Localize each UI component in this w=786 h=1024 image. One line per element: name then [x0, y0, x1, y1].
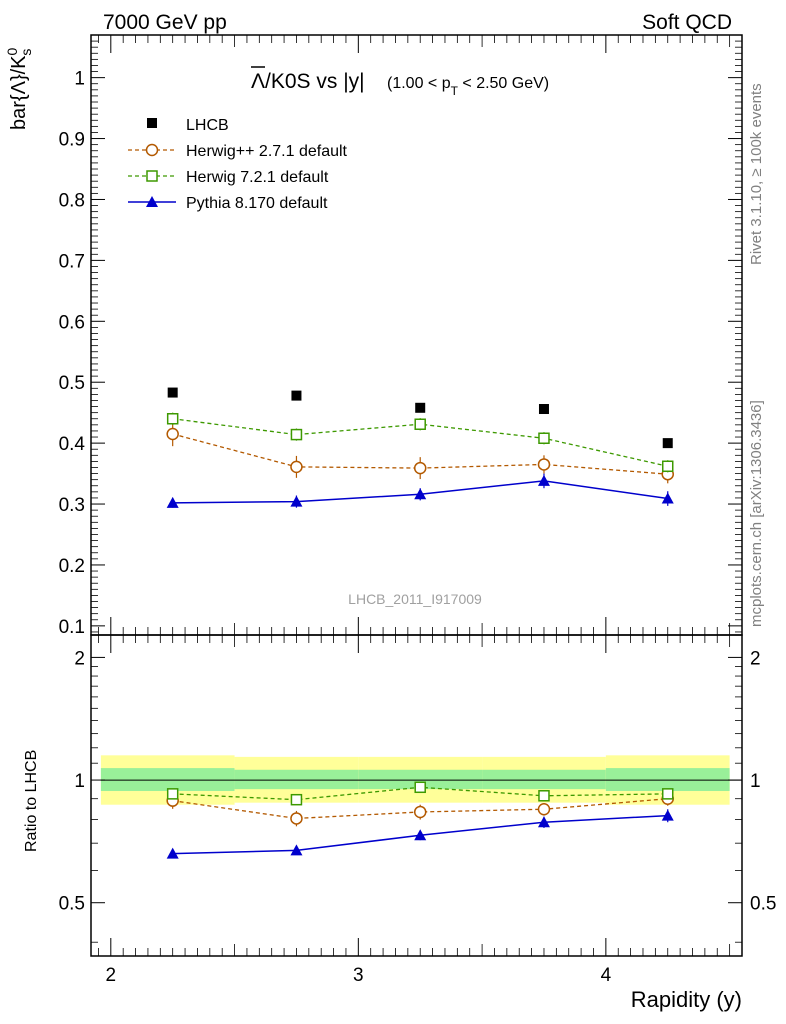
ratio-y-tick-label-right: 0.5: [750, 894, 776, 915]
data-point: [166, 496, 179, 508]
legend-entry-lhcb: LHCB: [147, 117, 229, 134]
legend-marker-herwig7: [146, 170, 158, 182]
y-tick-label: 0.9: [59, 130, 85, 151]
main-plot-title: Λ/K0S vs |y| (1.00 < pT < 2.50 GeV): [251, 66, 549, 98]
data-point: [661, 460, 674, 473]
source-label: mcplots.cern.ch [arXiv:1306.3436]: [748, 400, 765, 627]
data-point: [414, 488, 427, 500]
x-tick-label: 4: [601, 965, 612, 986]
main-plot-subtitle: (1.00 < pT < 2.50 GeV): [387, 75, 549, 98]
data-point: [538, 432, 550, 444]
data-point: [413, 805, 427, 819]
data-point: [662, 438, 673, 449]
x-tick-label: 3: [353, 965, 364, 986]
rivet-label: Rivet 3.1.10, ≥ 100k events: [748, 83, 765, 265]
y-tick-label: 0.2: [59, 556, 85, 577]
analysis-watermark: LHCB_2011_I917009: [348, 591, 482, 607]
legend-entry-herwig7: Herwig 7.2.1 default: [128, 169, 329, 186]
data-point: [166, 847, 179, 859]
legend-label-herwig7: Herwig 7.2.1 default: [186, 169, 329, 186]
x-axis-label: Rapidity (y): [631, 987, 742, 1012]
data-point: [537, 802, 551, 816]
ratio-band-green: [100, 768, 235, 792]
data-point: [538, 790, 550, 802]
data-point: [290, 812, 303, 825]
ratio-y-tick-label: 0.5: [59, 894, 85, 915]
data-point: [167, 387, 178, 398]
main-series-pythia-8-170-default: [166, 473, 674, 508]
svg-text:Λ/K0S vs |y|: Λ/K0S vs |y|: [251, 70, 365, 93]
x-tick-label: 2: [106, 965, 117, 986]
y-tick-label: 1: [74, 69, 85, 90]
ratio-band-green: [605, 768, 730, 792]
legend-marker-herwigpp: [145, 143, 159, 157]
data-point: [661, 788, 674, 800]
ratio-series: [166, 781, 674, 859]
data-point: [414, 781, 426, 794]
data-point: [413, 461, 427, 475]
y-tick-label: 0.4: [59, 434, 86, 455]
y-tick-label: 0.8: [59, 190, 85, 211]
main-y-axis-label: bar{Λ}/K0s: [4, 47, 34, 130]
legend-entry-herwigpp: Herwig++ 2.7.1 default: [128, 143, 348, 160]
data-point: [166, 413, 179, 425]
data-point: [537, 816, 550, 828]
legend: LHCB Herwig++ 2.7.1 default Herwig 7.2.1…: [128, 117, 348, 212]
data-point: [166, 788, 179, 800]
ratio-plot-frame: [90, 634, 743, 957]
ratio-band-green: [482, 769, 606, 790]
main-series: [166, 387, 674, 508]
data-point: [290, 844, 303, 856]
y-tick-label: 0.3: [59, 495, 85, 516]
data-point: [290, 495, 303, 507]
data-point: [290, 460, 303, 474]
series-line: [172, 433, 668, 475]
data-point: [291, 390, 302, 401]
data-point: [537, 474, 550, 486]
legend-marker-lhcb: [147, 118, 157, 128]
ratio-y-tick-label-right: 1: [750, 771, 761, 792]
ratio-y-tick-label: 1: [74, 771, 85, 792]
ratio-y-axis-label: Ratio to LHCB: [23, 750, 40, 852]
data-point: [415, 402, 426, 413]
ratio-y-tick-label: 2: [74, 648, 85, 669]
legend-label-pythia: Pythia 8.170 default: [186, 195, 328, 212]
main-series-lhcb: [167, 387, 673, 449]
data-point: [414, 418, 426, 430]
ratio-series-pythia-8-170-default: [166, 809, 674, 859]
main-series-herwig-2-7-1-default: [166, 421, 674, 484]
y-tick-label: 0.6: [59, 312, 85, 333]
ratio-band-green: [234, 769, 359, 790]
data-point: [414, 829, 427, 841]
data-point: [166, 427, 179, 441]
ratio-series-herwig-7-2-1-default: [166, 781, 674, 806]
data-point: [661, 492, 674, 504]
energy-label: 7000 GeV pp: [103, 11, 227, 34]
y-tick-label: 0.1: [59, 617, 85, 638]
y-tick-label: 0.7: [59, 251, 85, 272]
legend-label-herwigpp: Herwig++ 2.7.1 default: [186, 143, 348, 160]
ratio-band-green: [358, 769, 483, 790]
legend-entry-pythia: Pythia 8.170 default: [128, 195, 328, 212]
data-point: [290, 428, 303, 441]
data-point: [537, 458, 551, 471]
axes: 0.1 0.2 0.3 0.4 0.5 0.6 0.7 0.8 0.9 1 0.5 0.5 1 1 2 2 2 3…: [59, 34, 776, 986]
ratio-y-tick-label-right: 2: [750, 648, 761, 669]
main-series-herwig-7-2-1-default: [166, 412, 674, 473]
data-point: [661, 809, 674, 821]
legend-label-lhcb: LHCB: [186, 117, 229, 134]
y-tick-label: 0.5: [59, 373, 85, 394]
process-label: Soft QCD: [642, 11, 732, 34]
data-point: [290, 793, 303, 806]
data-point: [538, 404, 549, 415]
legend-marker-pythia: [146, 196, 158, 207]
